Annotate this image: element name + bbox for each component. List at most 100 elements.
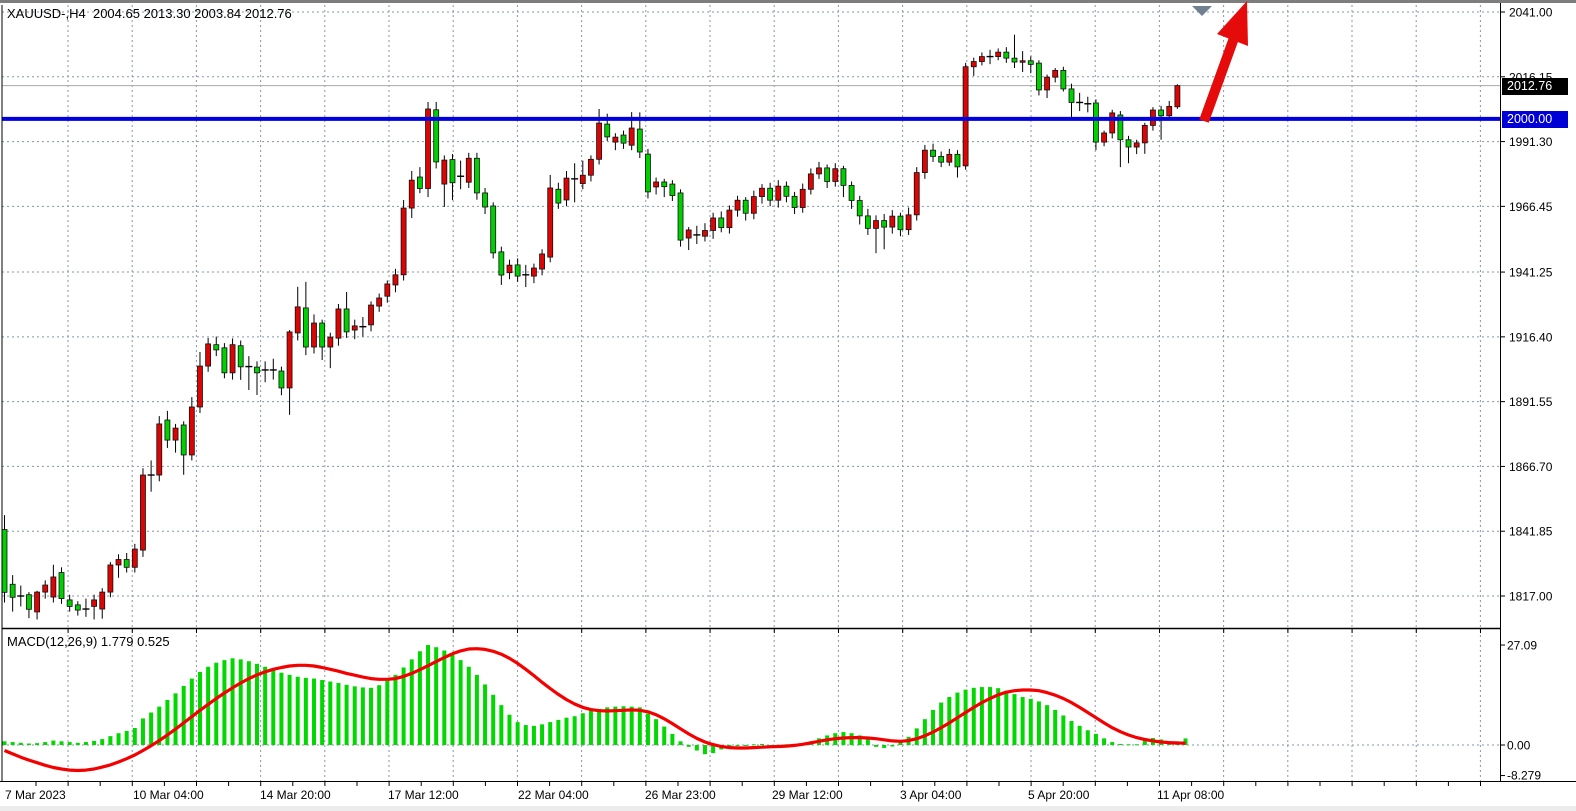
macd-bar bbox=[865, 738, 870, 745]
macd-bar bbox=[971, 687, 976, 745]
macd-bar bbox=[743, 745, 748, 746]
macd-bar bbox=[18, 742, 23, 745]
bull-candle bbox=[579, 174, 586, 184]
bear-candle bbox=[514, 264, 521, 277]
price-axis-label: 1916.40 bbox=[1509, 330, 1553, 344]
macd-bar bbox=[857, 735, 862, 745]
macd-bar bbox=[483, 684, 488, 745]
chart-shift-down-triangle-icon[interactable] bbox=[1192, 6, 1212, 16]
macd-bar bbox=[10, 742, 15, 745]
macd-bar bbox=[75, 742, 80, 745]
bull-candle bbox=[172, 427, 179, 441]
macd-bar bbox=[263, 666, 268, 745]
price-axis-label: 1866.70 bbox=[1509, 460, 1553, 474]
macd-bar bbox=[360, 687, 365, 745]
bear-candle bbox=[661, 181, 668, 188]
bear-candle bbox=[604, 123, 611, 138]
bull-candle bbox=[156, 423, 163, 476]
macd-bar bbox=[442, 650, 447, 745]
macd-bar bbox=[246, 661, 251, 745]
trend-arrow-annotation[interactable] bbox=[1199, 1, 1248, 123]
bull-candle bbox=[905, 214, 912, 231]
bull-candle bbox=[1174, 85, 1181, 108]
macd-bar bbox=[1020, 697, 1025, 745]
bull-candle bbox=[596, 122, 602, 160]
bull-candle bbox=[1166, 105, 1173, 117]
macd-scale-label: -8.279 bbox=[1507, 769, 1541, 783]
bull-candle bbox=[563, 177, 570, 201]
price-axis-label: 1841.85 bbox=[1509, 525, 1553, 539]
macd-bar bbox=[173, 693, 178, 745]
time-axis-label: 3 Apr 04:00 bbox=[900, 788, 962, 802]
bull-candle bbox=[50, 576, 57, 598]
macd-bar bbox=[727, 745, 732, 747]
bull-candle bbox=[465, 157, 472, 183]
macd-bar bbox=[751, 744, 756, 746]
bear-candle bbox=[864, 215, 871, 229]
macd-bar bbox=[287, 674, 292, 745]
bear-candle bbox=[449, 159, 456, 184]
macd-bar bbox=[92, 740, 97, 745]
bear-candle bbox=[26, 594, 32, 610]
macd-bar bbox=[458, 660, 463, 745]
macd-bar bbox=[1093, 733, 1098, 745]
frame-layer bbox=[0, 3, 1576, 786]
macd-bar bbox=[214, 662, 219, 745]
bear-candle bbox=[677, 192, 684, 241]
macd-bar bbox=[295, 676, 300, 745]
bull-candle bbox=[441, 159, 448, 185]
bull-candle bbox=[946, 153, 953, 163]
bull-candle bbox=[685, 229, 692, 239]
bear-candle bbox=[930, 149, 936, 157]
bull-candle bbox=[710, 217, 717, 231]
bull-candle bbox=[702, 230, 708, 237]
macd-bar bbox=[238, 659, 243, 745]
bull-candle bbox=[1044, 76, 1050, 91]
bull-candle bbox=[612, 136, 619, 143]
macd-scale-label: 27.09 bbox=[1507, 639, 1537, 653]
bull-candle bbox=[1101, 132, 1107, 143]
bear-candle bbox=[302, 307, 309, 348]
bear-candle bbox=[237, 345, 244, 368]
macd-bar bbox=[507, 714, 512, 745]
macd-bar bbox=[654, 719, 659, 745]
price-axis-labels[interactable]: 2041.002016.151991.301966.451941.251916.… bbox=[1507, 6, 1553, 783]
macd-bar bbox=[540, 724, 545, 745]
macd-bar bbox=[140, 718, 145, 745]
bull-candle bbox=[311, 322, 317, 348]
bull-candle bbox=[351, 325, 358, 331]
bull-candle bbox=[376, 297, 383, 307]
bull-candle bbox=[921, 149, 928, 173]
macd-bar bbox=[580, 713, 585, 745]
time-axis-label: 26 Mar 23:00 bbox=[645, 788, 716, 802]
macd-bar bbox=[59, 741, 64, 745]
bull-candle bbox=[91, 599, 97, 607]
macd-bar bbox=[417, 651, 422, 745]
price-axis-label: 1891.55 bbox=[1509, 395, 1553, 409]
bear-candle bbox=[1068, 88, 1075, 103]
macd-bar bbox=[230, 658, 235, 745]
bear-candle bbox=[1027, 60, 1034, 65]
bear-candle bbox=[669, 183, 676, 196]
time-axis-labels[interactable]: 7 Mar 2023 10 Mar 04:00 14 Mar 20:00 17 Mar… bbox=[5, 788, 1224, 802]
bear-candle bbox=[742, 199, 749, 214]
bull-candle bbox=[962, 66, 969, 167]
bear-candle bbox=[897, 215, 904, 231]
macd-bar bbox=[2, 741, 7, 745]
macd-signal-line bbox=[3, 647, 1186, 773]
grid-layer bbox=[2, 5, 1500, 781]
bull-candle bbox=[816, 167, 822, 175]
bear-candle bbox=[938, 156, 945, 163]
bear-candle bbox=[824, 167, 831, 182]
bear-candle bbox=[1, 529, 8, 593]
macd-bar bbox=[711, 745, 716, 754]
macd-bar bbox=[393, 674, 398, 745]
macd-bar bbox=[662, 726, 667, 745]
macd-bar bbox=[26, 743, 31, 745]
bull-candle bbox=[775, 185, 782, 201]
bear-candle bbox=[1003, 51, 1010, 59]
bear-candle bbox=[58, 572, 65, 600]
bull-candle bbox=[734, 199, 741, 211]
macd-bar bbox=[1134, 744, 1139, 746]
